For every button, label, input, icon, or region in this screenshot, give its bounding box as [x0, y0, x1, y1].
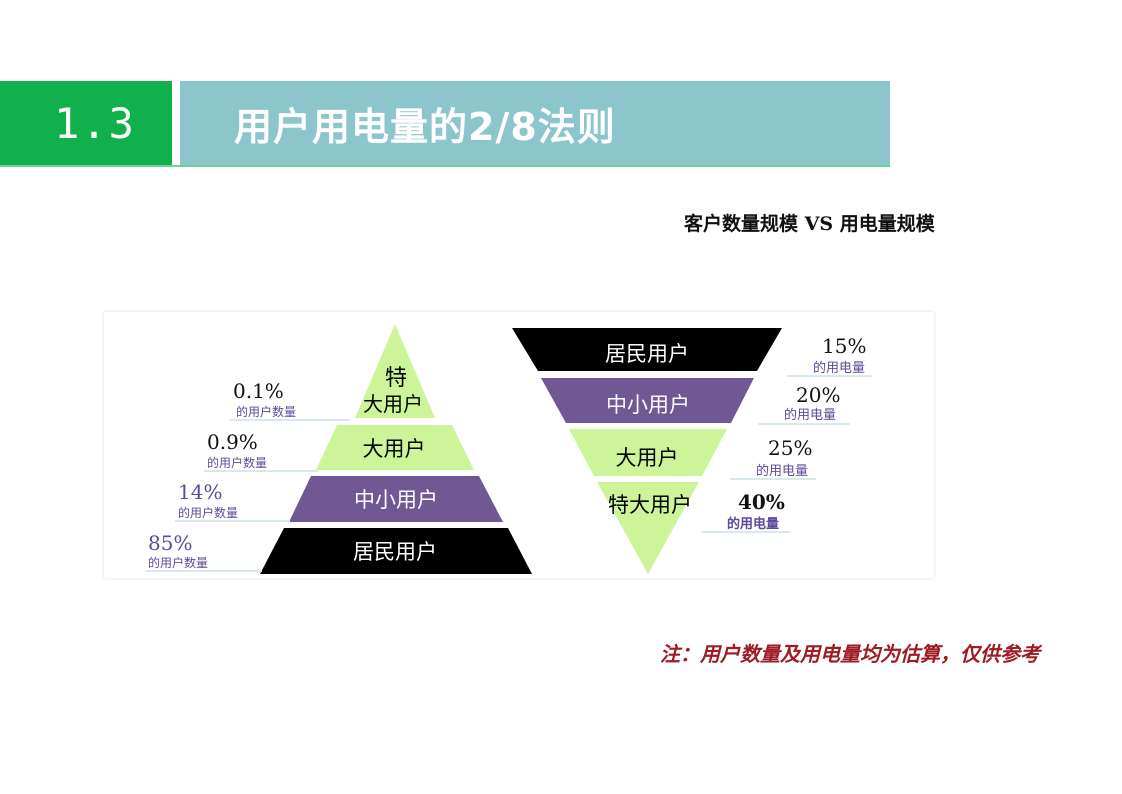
customer-percent-super-large: 0.1% — [233, 379, 284, 403]
pyramid-layer-super-large — [355, 324, 435, 418]
customer-caption-large: 的用户数量 — [207, 455, 267, 470]
customer-caption-residential: 的用户数量 — [148, 555, 208, 570]
consumption-percent-residential: 15% — [822, 334, 866, 358]
customer-caption-small-medium: 的用户数量 — [178, 505, 238, 520]
consumption-caption-small-medium: 的用电量 — [784, 407, 836, 423]
inverted-label-residential: 居民用户 — [605, 342, 689, 366]
pyramid-layer-small-medium — [289, 476, 503, 522]
layer-label-large: 大用户 — [363, 437, 426, 461]
layer-label-super-large-line1: 特 — [385, 366, 407, 391]
customer-pyramid: 特 大用户 大用户 中小用户 居民用户 0.1% 的用户数量 0.9% 的用户数… — [145, 324, 532, 574]
consumption-caption-large: 的用电量 — [756, 463, 808, 479]
layer-label-super-large-line2: 大用户 — [363, 392, 423, 416]
consumption-percent-super-large: 40% — [738, 490, 785, 514]
inverted-layer-residential — [512, 328, 782, 371]
title-bar: 用户用电量的2/8法则 — [180, 81, 890, 165]
layer-label-residential: 居民用户 — [353, 540, 437, 564]
customer-percent-residential: 85% — [148, 531, 192, 555]
inverted-label-large: 大用户 — [616, 446, 679, 470]
inverted-layer-large — [569, 429, 727, 476]
footnote: 注：用户数量及用电量均为估算，仅供参考 — [660, 642, 1040, 666]
customer-percent-small-medium: 14% — [178, 480, 222, 504]
pyramid-layer-residential — [260, 528, 532, 574]
consumption-caption-residential: 的用电量 — [813, 360, 865, 376]
section-number-badge: 1.3 — [0, 81, 172, 165]
page-title: 用户用电量的2/8法则 — [234, 104, 616, 149]
consumption-pyramid: 居民用户 中小用户 大用户 特大用户 15% 的用电量 20% 的用电量 25%… — [512, 328, 872, 574]
diagram-panel — [104, 312, 934, 578]
section-number: 1.3 — [54, 98, 136, 148]
inverted-layer-super-large — [597, 482, 699, 574]
layer-label-small-medium: 中小用户 — [354, 488, 438, 512]
inverted-label-small-medium: 中小用户 — [606, 393, 690, 417]
pyramid-layer-large — [316, 425, 474, 470]
diagram-subtitle: 客户数量规模 VS 用电量规模 — [684, 213, 935, 235]
customer-caption-super-large: 的用户数量 — [236, 404, 296, 419]
header-underline — [0, 165, 890, 167]
consumption-caption-super-large: 的用电量 — [727, 516, 779, 532]
inverted-layer-small-medium — [541, 378, 754, 423]
customer-percent-large: 0.9% — [207, 430, 258, 454]
consumption-percent-large: 25% — [768, 436, 812, 460]
consumption-percent-small-medium: 20% — [796, 383, 840, 407]
inverted-label-super-large: 特大用户 — [608, 493, 692, 517]
